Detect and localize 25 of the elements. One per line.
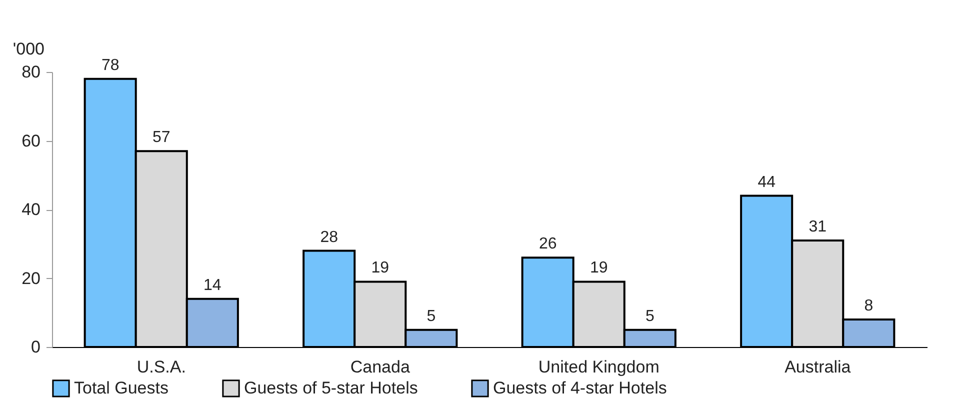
data-label: 26 (538, 236, 557, 253)
x-tick-label: U.S.A. (136, 358, 186, 376)
legend-label: Guests of 4-star Hotels (493, 378, 667, 398)
y-tick-label: 80 (22, 62, 40, 82)
y-tick-label: 0 (31, 338, 40, 356)
data-label: 78 (101, 56, 120, 74)
data-label: 14 (204, 276, 222, 294)
x-tick-label: Australia (784, 358, 852, 376)
data-label: 8 (864, 298, 874, 314)
x-tick-label: Canada (350, 358, 410, 376)
data-label: 19 (590, 260, 608, 277)
x-tick-label: United Kingdom (538, 358, 660, 376)
data-label: 19 (371, 260, 390, 277)
legend-label: Total Guests (74, 378, 168, 398)
y-axis-title: '000 (12, 40, 44, 58)
legend-label: Guests of 5-star Hotels (244, 378, 418, 398)
data-label: 5 (426, 308, 436, 325)
data-label: 31 (808, 218, 827, 236)
data-label: 57 (152, 129, 170, 146)
y-tick-label: 60 (22, 131, 40, 150)
data-label: 44 (758, 174, 776, 191)
data-label: 5 (645, 308, 654, 325)
data-label: 28 (320, 228, 338, 246)
y-tick-label: 40 (22, 200, 40, 219)
y-tick-label: 20 (22, 268, 40, 288)
